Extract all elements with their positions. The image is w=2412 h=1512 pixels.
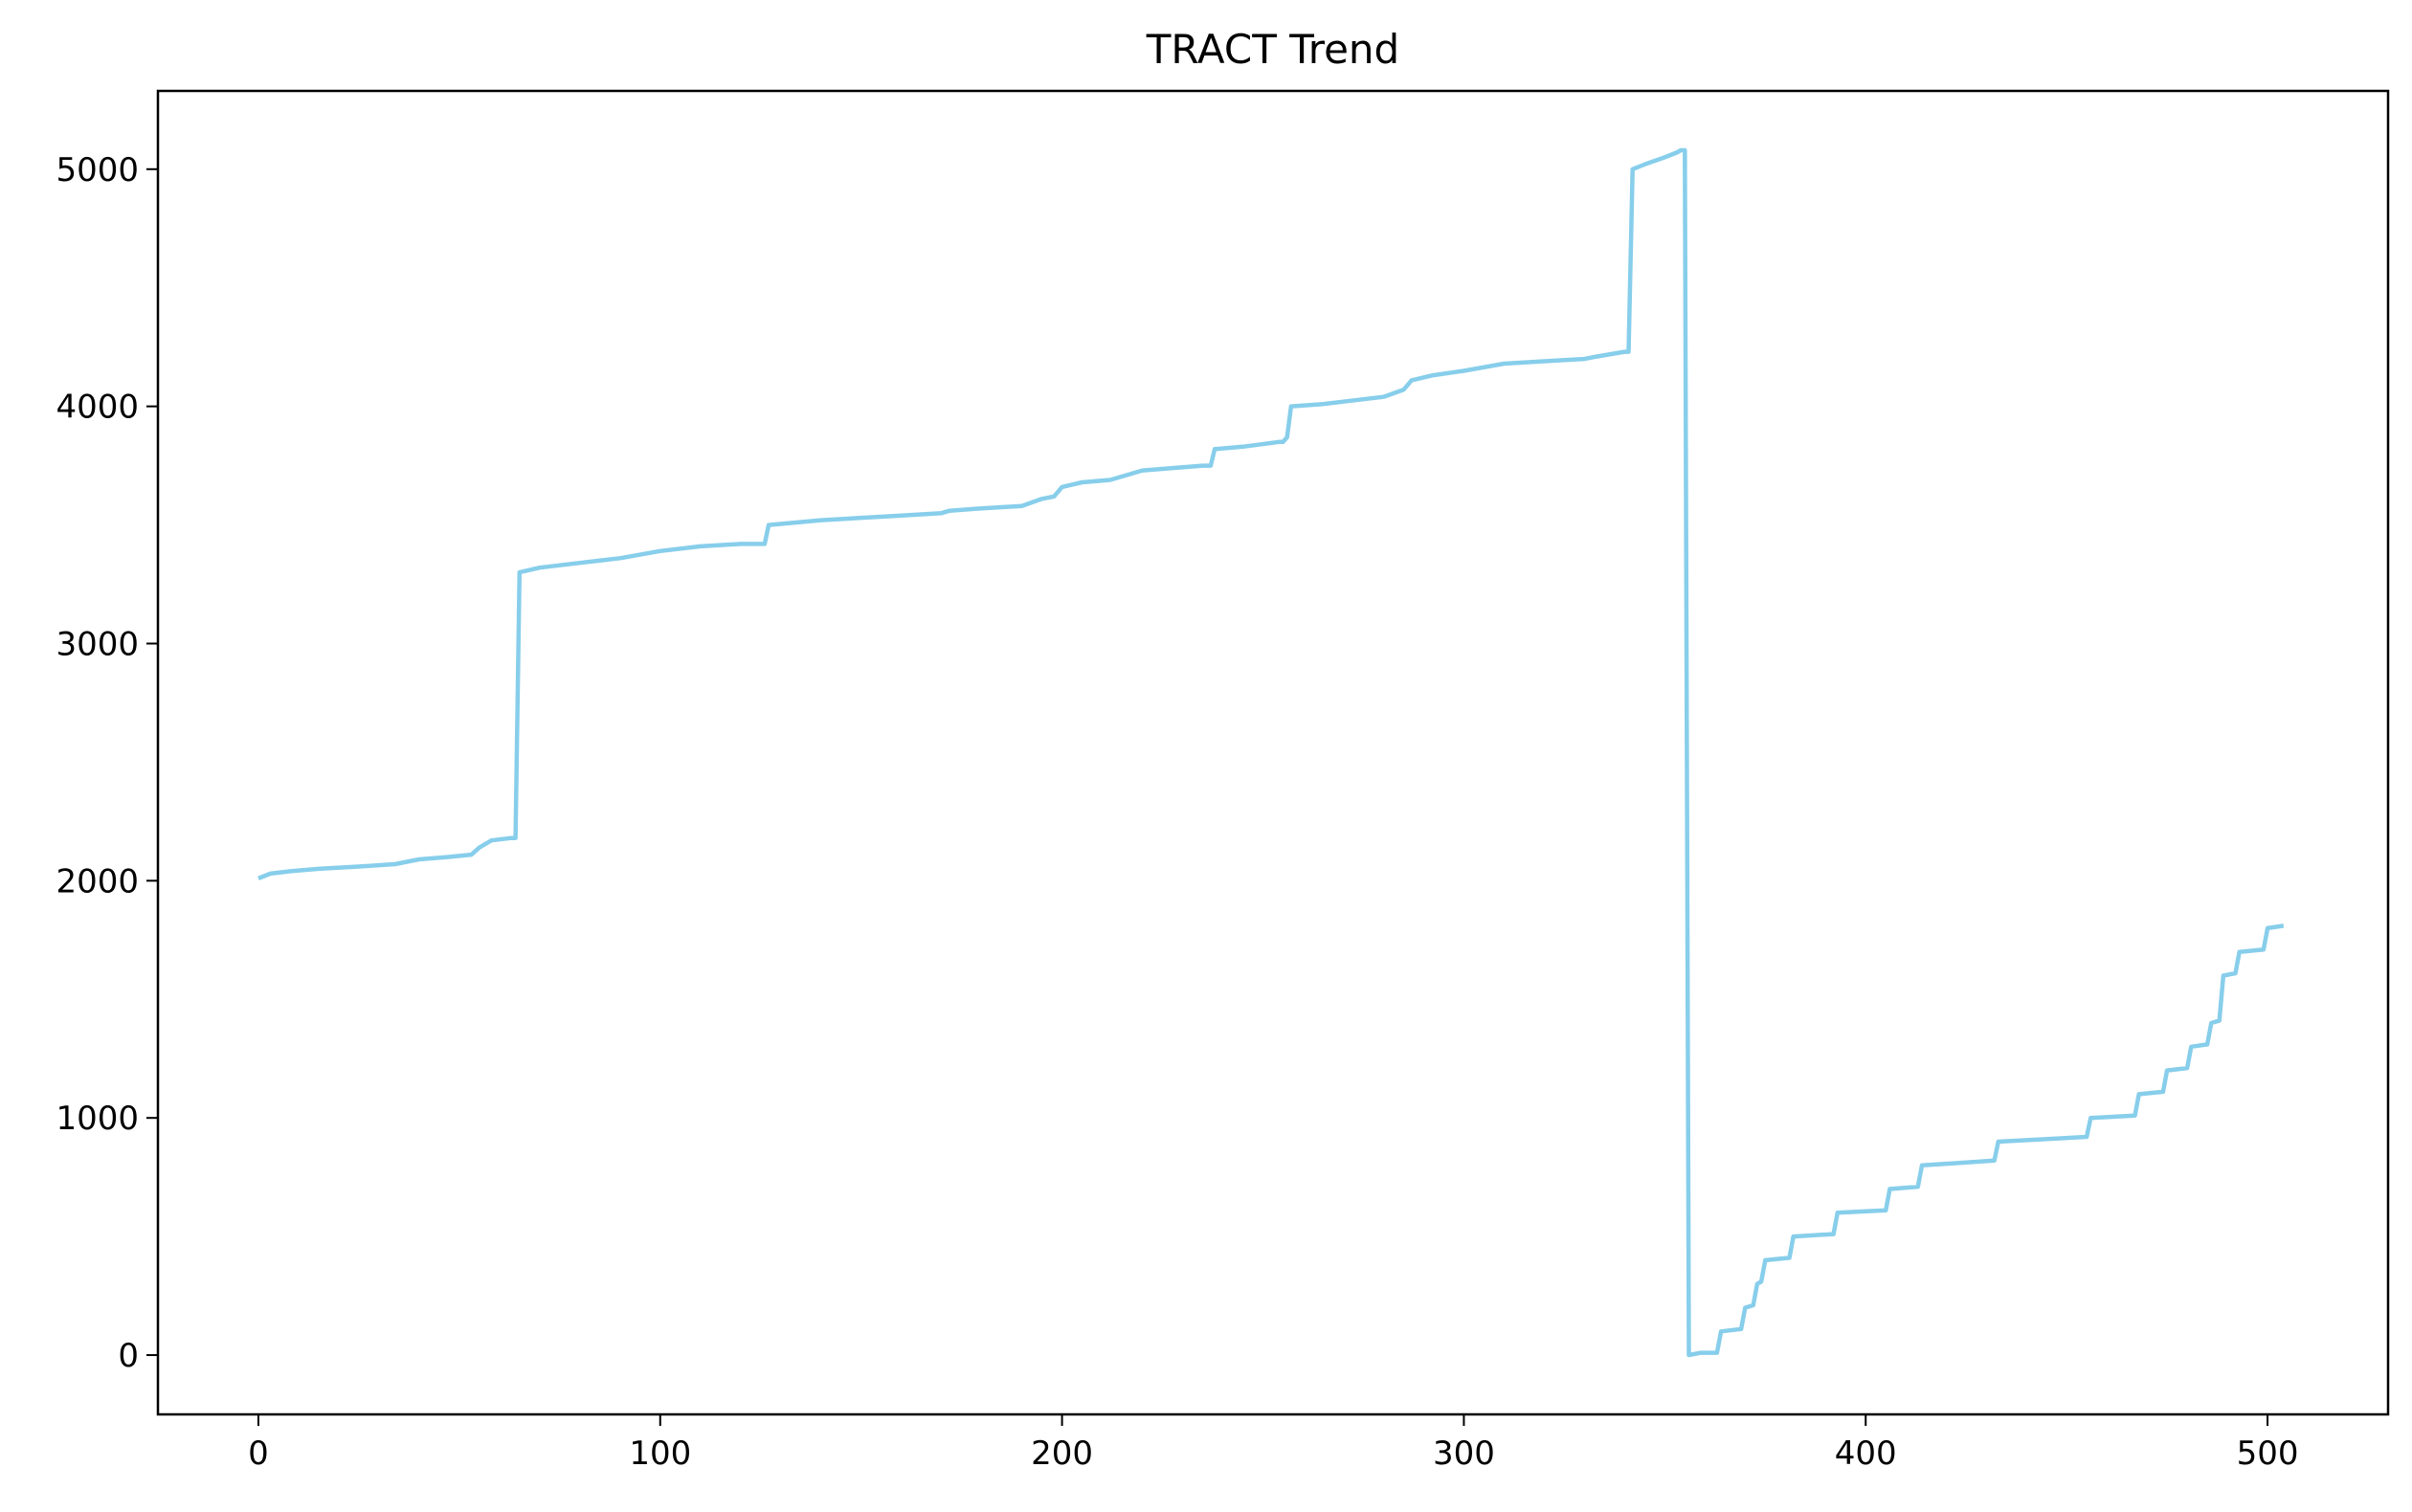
x-tick-label: 100 bbox=[629, 1434, 691, 1473]
y-tick-label: 2000 bbox=[56, 862, 139, 901]
x-tick-label: 500 bbox=[2237, 1434, 2299, 1473]
y-tick-label: 0 bbox=[118, 1337, 139, 1375]
x-tick-label: 200 bbox=[1031, 1434, 1093, 1473]
axes-frame bbox=[156, 89, 2390, 1416]
y-tick-label: 3000 bbox=[56, 625, 139, 663]
plot-area bbox=[257, 147, 2285, 1358]
y-tick-label: 1000 bbox=[56, 1100, 139, 1138]
x-tick-label: 0 bbox=[248, 1434, 269, 1473]
y-tick-label: 4000 bbox=[56, 389, 139, 427]
chart-title: TRACT Trend bbox=[1146, 26, 1399, 73]
x-tick-label: 400 bbox=[1835, 1434, 1897, 1473]
x-axis: 0 100 200 300 400 500 bbox=[248, 1414, 2299, 1473]
series-line-0 bbox=[257, 147, 2285, 1358]
y-axis: 0 1000 2000 3000 4000 5000 bbox=[56, 151, 158, 1375]
y-tick-label: 5000 bbox=[56, 151, 139, 189]
x-tick-label: 300 bbox=[1433, 1434, 1495, 1473]
